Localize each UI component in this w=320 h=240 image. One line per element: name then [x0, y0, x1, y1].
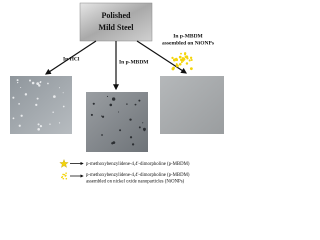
- diagram: Polished Mild Steel In HCl In p-MBDM In …: [10, 2, 224, 185]
- arrow-label: In HCl: [63, 56, 80, 62]
- dot: [20, 87, 22, 89]
- dot: [31, 81, 35, 85]
- dot: [36, 97, 39, 100]
- legend-text: assembled on nickel oxide nanoparticles …: [86, 180, 185, 185]
- dot: [16, 81, 19, 84]
- dot: [37, 123, 40, 126]
- dot: [189, 67, 193, 71]
- corrosion-pits: [90, 95, 146, 146]
- box-title: Polished: [102, 11, 131, 20]
- dot: [178, 62, 182, 66]
- dot: [65, 174, 67, 177]
- dot: [38, 84, 41, 87]
- dot: [142, 127, 146, 131]
- dot: [100, 115, 103, 117]
- dot: [175, 64, 179, 68]
- dot: [182, 57, 186, 61]
- corrosion-pits: [12, 79, 65, 131]
- dot: [18, 124, 21, 127]
- dot: [49, 123, 51, 125]
- dot: [111, 97, 116, 101]
- dot: [62, 173, 64, 176]
- dot: [24, 93, 28, 96]
- legend-text: p-methoxybenzylidene-4,4'-dimorpholine (…: [86, 173, 190, 178]
- dot: [101, 115, 105, 118]
- dot: [65, 172, 67, 174]
- dot: [185, 55, 189, 59]
- dot: [174, 57, 178, 61]
- dot: [129, 136, 133, 139]
- steel-box: [79, 2, 153, 42]
- arrow-label: assembled on NiONPs: [162, 40, 214, 46]
- dot: [47, 82, 49, 85]
- dot: [12, 96, 15, 99]
- dot: [90, 113, 93, 116]
- dot: [180, 52, 182, 55]
- dot: [143, 129, 146, 132]
- legend-star: [59, 159, 69, 168]
- dot: [65, 177, 68, 180]
- dot: [190, 58, 193, 62]
- dot: [131, 143, 135, 146]
- dot: [61, 175, 64, 178]
- dot: [142, 122, 144, 124]
- arrow: [136, 40, 188, 74]
- nanoparticle-cluster: [171, 52, 193, 71]
- dot: [39, 81, 42, 84]
- dot: [37, 127, 40, 131]
- dot: [58, 87, 61, 89]
- dot: [171, 56, 174, 59]
- dot: [92, 102, 95, 105]
- dot: [16, 79, 19, 82]
- dot: [126, 103, 128, 105]
- dot: [101, 134, 103, 136]
- dot: [172, 67, 175, 70]
- dot: [184, 53, 187, 56]
- dot: [62, 92, 64, 94]
- dot: [180, 61, 183, 64]
- dot: [185, 62, 189, 65]
- dot: [119, 129, 122, 132]
- dot: [178, 55, 182, 59]
- dot: [129, 118, 132, 121]
- dot: [62, 177, 65, 180]
- dot: [189, 56, 193, 60]
- dot: [35, 103, 38, 107]
- dot: [188, 59, 191, 62]
- dot: [62, 105, 65, 108]
- legend-text: p-methoxybenzylidene-4,4'-dimorpholine (…: [86, 162, 190, 167]
- micrograph-pmbdm: [86, 92, 148, 152]
- micrograph-hcl: [10, 76, 72, 134]
- arrow: [44, 40, 97, 75]
- dot: [109, 103, 113, 107]
- dot: [111, 142, 114, 145]
- dot: [39, 125, 43, 128]
- dot: [118, 111, 120, 113]
- arrow-label: In p-MBDM: [173, 33, 203, 39]
- dot: [20, 114, 23, 117]
- dot: [179, 58, 183, 61]
- dot: [138, 99, 141, 102]
- box-title: Mild Steel: [99, 23, 135, 32]
- dot: [134, 103, 137, 106]
- dot: [138, 126, 141, 129]
- dot: [58, 122, 61, 124]
- dot: [53, 95, 56, 98]
- dot: [18, 102, 20, 105]
- dot: [106, 95, 109, 98]
- dot: [36, 82, 40, 86]
- arrow-label: In p-MBDM: [119, 59, 149, 65]
- dot: [28, 79, 32, 82]
- micrograph-niconps: [160, 76, 224, 134]
- legend-dots: [60, 172, 68, 180]
- dot: [12, 117, 15, 120]
- dot: [52, 111, 54, 113]
